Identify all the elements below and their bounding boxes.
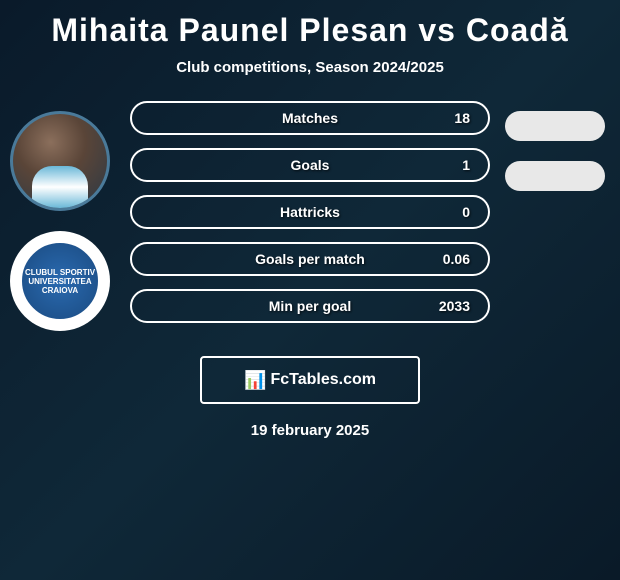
stat-row-goals-per-match: Goals per match 0.06 xyxy=(130,242,490,276)
left-column: CLUBUL SPORTIV UNIVERSITATEA CRAIOVA xyxy=(10,101,120,331)
stat-row-matches: Matches 18 xyxy=(130,101,490,135)
right-pill-1 xyxy=(505,111,605,141)
player-avatar xyxy=(10,111,110,211)
stats-column: Matches 18 Goals 1 Hattricks 0 Goals per… xyxy=(120,101,500,331)
stat-value: 0 xyxy=(462,204,470,220)
brand-text: FcTables.com xyxy=(270,371,376,389)
stat-value: 1 xyxy=(462,157,470,173)
content-area: CLUBUL SPORTIV UNIVERSITATEA CRAIOVA Mat… xyxy=(0,101,620,331)
stat-label: Matches xyxy=(282,110,338,126)
date-text: 19 february 2025 xyxy=(0,422,620,439)
right-pill-2 xyxy=(505,161,605,191)
subtitle: Club competitions, Season 2024/2025 xyxy=(0,59,620,76)
brand-badge: 📊 FcTables.com xyxy=(200,356,420,404)
stat-label: Min per goal xyxy=(269,298,351,314)
stat-value: 18 xyxy=(454,110,470,126)
stat-label: Goals per match xyxy=(255,251,365,267)
stat-value: 2033 xyxy=(439,298,470,314)
page-title: Mihaita Paunel Plesan vs Coadă xyxy=(0,0,620,49)
stat-value: 0.06 xyxy=(443,251,470,267)
club-logo-inner: CLUBUL SPORTIV UNIVERSITATEA CRAIOVA xyxy=(20,241,100,321)
stat-label: Hattricks xyxy=(280,204,340,220)
right-column xyxy=(500,101,610,331)
chart-icon: 📊 xyxy=(244,370,266,391)
stat-row-min-per-goal: Min per goal 2033 xyxy=(130,289,490,323)
stat-row-goals: Goals 1 xyxy=(130,148,490,182)
stat-label: Goals xyxy=(291,157,330,173)
stat-row-hattricks: Hattricks 0 xyxy=(130,195,490,229)
club-logo: CLUBUL SPORTIV UNIVERSITATEA CRAIOVA xyxy=(10,231,110,331)
